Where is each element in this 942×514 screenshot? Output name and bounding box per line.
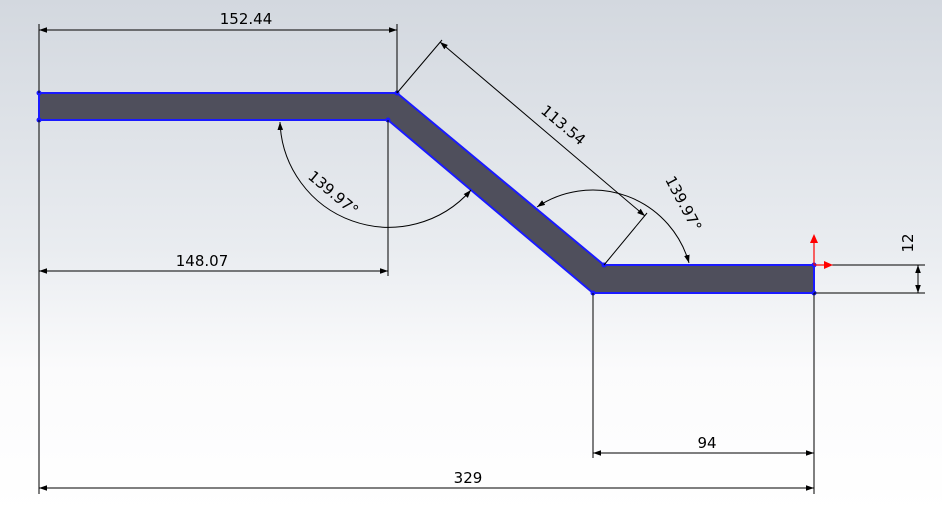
origin-x-arrow (824, 261, 833, 269)
dimension-overall-length[interactable]: 329 (39, 469, 814, 491)
dimension-label-top-length[interactable]: 152.44 (220, 10, 273, 28)
origin-icon (810, 234, 833, 269)
origin-y-arrow (810, 234, 818, 243)
angle-arc-left (277, 121, 472, 228)
dimension-label-bottom-length[interactable]: 148.07 (176, 252, 229, 270)
dimension-thickness[interactable]: 12 (899, 233, 921, 293)
bracket-profile[interactable] (36, 90, 817, 296)
dimension-label-slant-length[interactable]: 113.54 (537, 101, 589, 149)
dimension-label-thickness[interactable]: 12 (899, 233, 917, 252)
angle-arc-right (536, 189, 690, 264)
dimension-top-length[interactable]: 152.44 (39, 10, 397, 33)
ext-line-slant-start (396, 39, 443, 94)
dimension-end-length[interactable]: 94 (593, 434, 814, 456)
edge-top-slant[interactable] (396, 92, 605, 266)
dimension-line (439, 41, 646, 217)
dimension-label-end-length[interactable]: 94 (697, 434, 716, 452)
dimension-label-angle-right[interactable]: 139.97° (661, 173, 705, 234)
dimension-bottom-length[interactable]: 148.07 (39, 252, 388, 274)
bracket-body[interactable] (39, 93, 814, 293)
ext-line-slant-end (603, 212, 648, 266)
dimension-label-overall-length[interactable]: 329 (454, 469, 483, 487)
